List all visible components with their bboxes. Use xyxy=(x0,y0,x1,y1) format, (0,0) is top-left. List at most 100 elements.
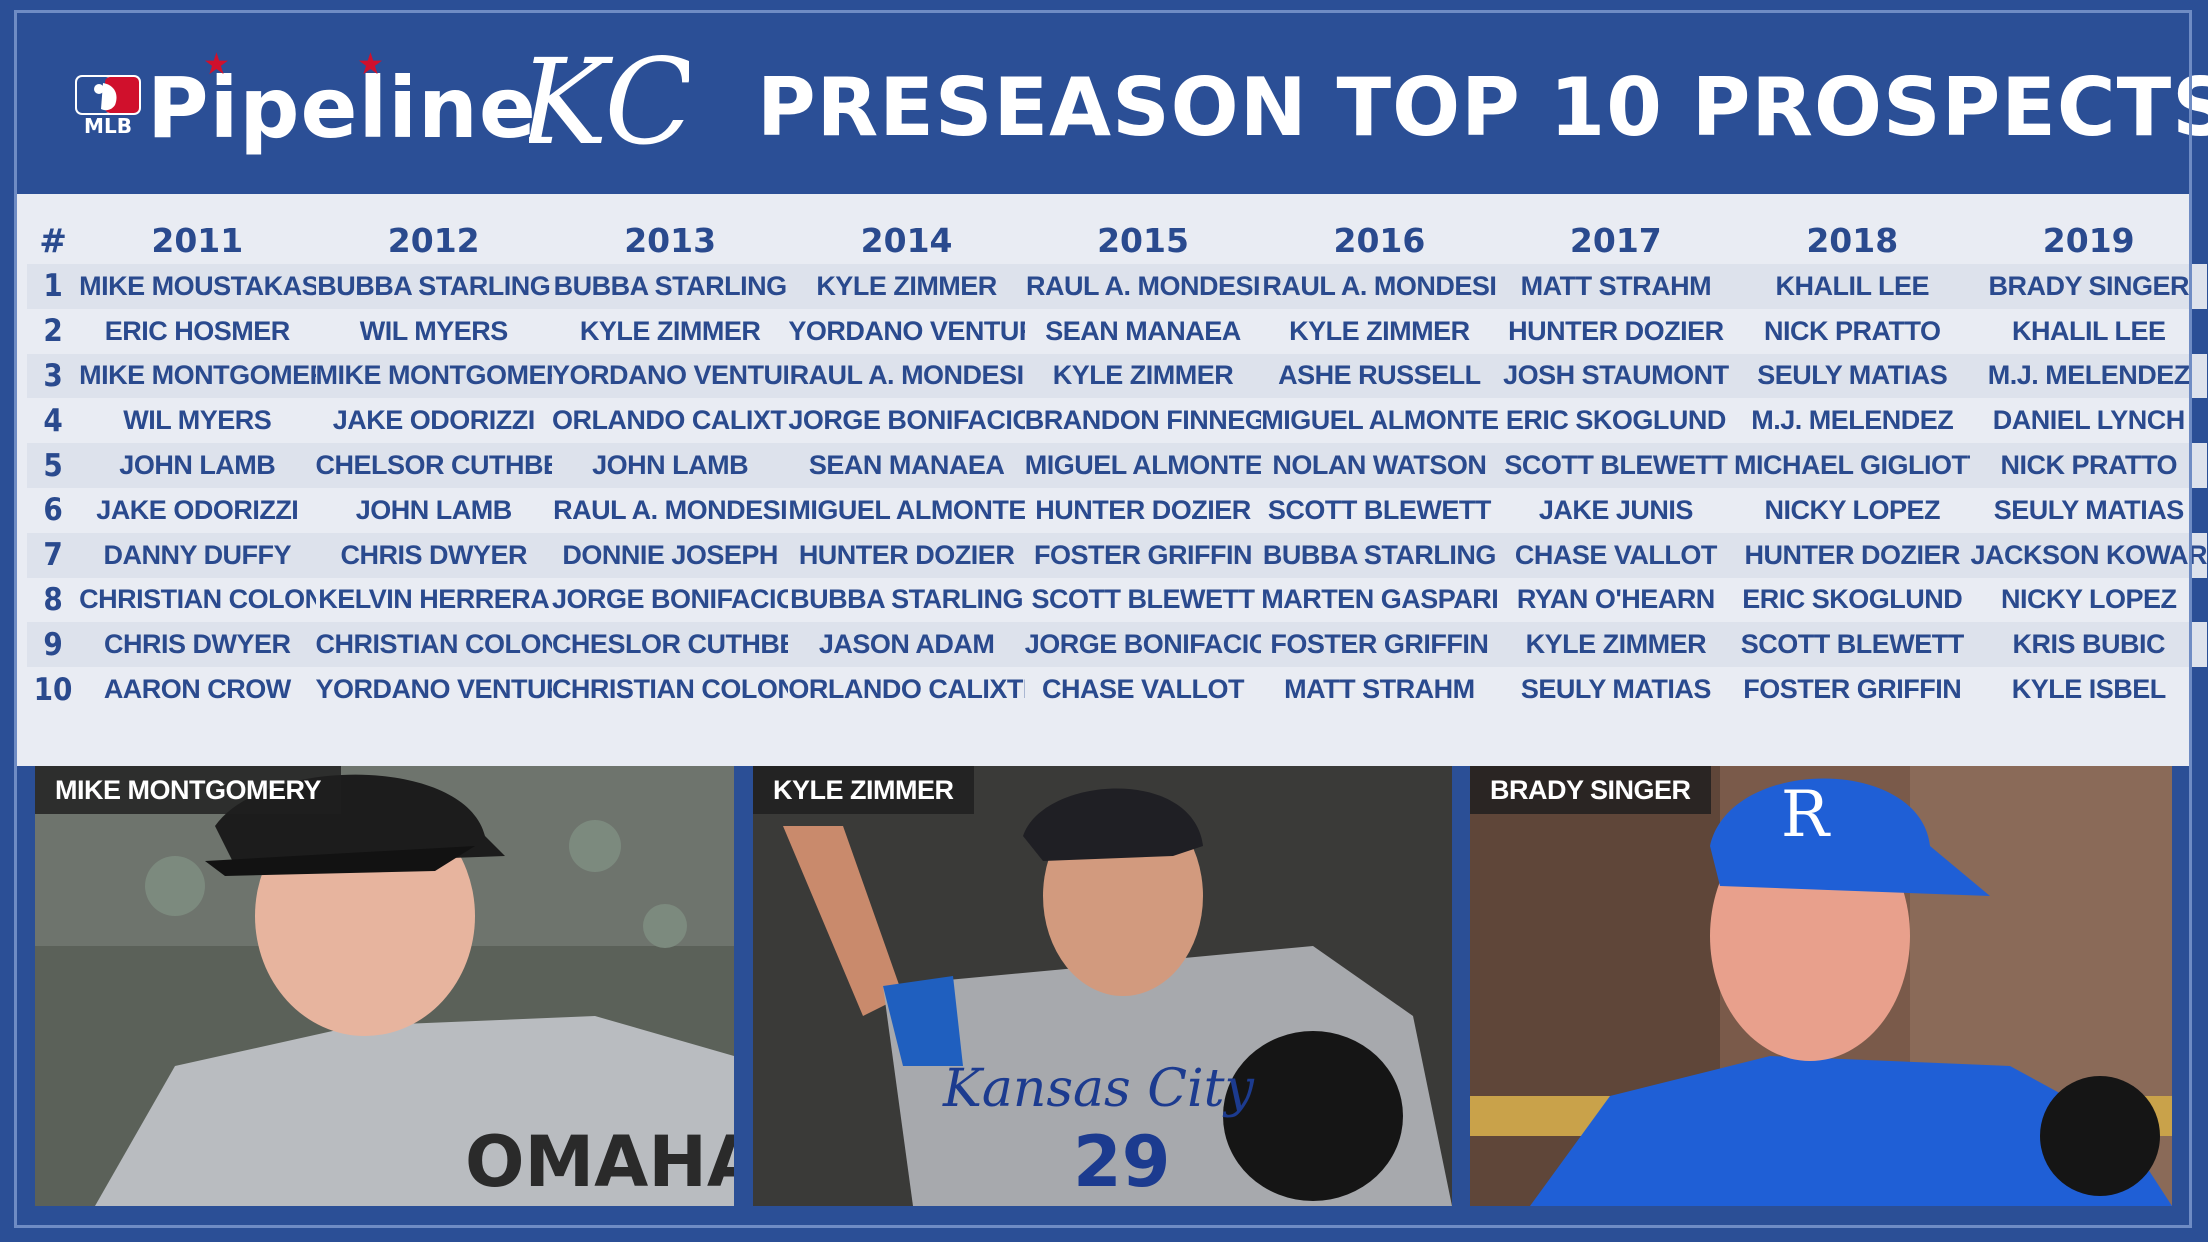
rank-cell: 9 xyxy=(27,622,80,668)
year-column-header: 2016 xyxy=(1333,220,1426,260)
prospect-cell: MARTEN GASPARINI xyxy=(1261,584,1498,615)
prospect-cell: RAUL A. MONDESI xyxy=(553,494,788,525)
player-photo: Kansas City 29 KYLE ZIMMER xyxy=(753,766,1452,1206)
table-row: 1 MIKE MOUSTAKAS BUBBA STARLING BUBBA STARL… xyxy=(27,264,2207,309)
prospect-cell: NICKY LOPEZ xyxy=(1764,494,1941,525)
prospect-cell: FOSTER GRIFFIN xyxy=(1024,532,1262,578)
year-column-header: 2013 xyxy=(624,220,717,260)
prospect-cell: SEULY MATIAS xyxy=(1993,494,2185,525)
prospect-cell: RAUL A. MONDESI xyxy=(788,353,1025,399)
prospect-cell: JOHN LAMB xyxy=(355,494,513,525)
prospect-cell: KYLE ISBEL xyxy=(2011,674,2167,705)
prospects-table: # 2011 2012 2013 2014 2015 2016 2017 201… xyxy=(27,216,2207,712)
year-column-header: 2019 xyxy=(2042,220,2135,260)
photo-caption: MIKE MONTGOMERY xyxy=(35,766,341,814)
star-icon: ★ xyxy=(357,48,384,81)
jersey-number: 29 xyxy=(1073,1121,1170,1203)
jersey-text: OMAHA xyxy=(465,1121,734,1203)
prospect-cell: RAUL A. MONDESI xyxy=(1024,264,1262,309)
prospect-cell: MATT STRAHM xyxy=(1497,264,1735,309)
year-column-header: 2015 xyxy=(1097,220,1189,260)
prospect-cell: BUBBA STARLING xyxy=(551,264,789,309)
prospect-cell: NICK PRATTO xyxy=(1970,443,2207,488)
prospect-cell: JAKE ODORIZZI xyxy=(96,494,299,525)
prospect-cell: MIGUEL ALMONTE xyxy=(1261,405,1498,436)
prospect-cell: CHRISTIAN COLON xyxy=(79,584,316,615)
prospect-cell: M.J. MELENDEZ xyxy=(1970,353,2207,399)
table-row: 4 WIL MYERS JAKE ODORIZZI ORLANDO CALIXTE JO… xyxy=(27,398,2207,443)
prospect-cell: DANNY DUFFY xyxy=(79,532,316,578)
prospect-cell: HUNTER DOZIER xyxy=(1035,494,1251,525)
prospect-cell: KYLE ZIMMER xyxy=(1497,622,1735,668)
prospect-cell: ERIC SKOGLUND xyxy=(1505,405,1727,436)
photo-caption: KYLE ZIMMER xyxy=(753,766,974,814)
table-header-row: # 2011 2012 2013 2014 2015 2016 2017 201… xyxy=(27,216,2207,264)
prospect-cell: BRANDON FINNEGAN xyxy=(1024,405,1261,436)
prospect-cell: SCOTT BLEWETT xyxy=(1031,584,1255,615)
prospect-cell: MIGUEL ALMONTE xyxy=(1024,443,1262,488)
prospects-table-panel: # 2011 2012 2013 2014 2015 2016 2017 201… xyxy=(17,194,2207,766)
kc-logo-text: KC xyxy=(529,33,689,171)
prospect-cell: ASHE RUSSELL xyxy=(1261,353,1498,399)
prospect-cell: BRADY SINGER xyxy=(1970,264,2207,309)
prospect-cell: JOHN LAMB xyxy=(551,443,789,488)
prospect-cell: KHALIL LEE xyxy=(2011,315,2166,346)
prospect-cell: KYLE ZIMMER xyxy=(788,264,1025,309)
prospect-cell: JOSH STAUMONT xyxy=(1497,353,1735,399)
prospect-cell: CHRIS DWYER xyxy=(315,532,552,578)
prospect-cell: KYLE ZIMMER xyxy=(1024,353,1262,399)
prospect-cell: MIGUEL ALMONTE xyxy=(788,494,1025,525)
prospect-cell: MATT STRAHM xyxy=(1284,674,1475,705)
prospect-cell: CHASE VALLOT xyxy=(1041,674,1245,705)
prospect-cell: KELVIN HERRERA xyxy=(318,584,550,615)
rank-cell: 1 xyxy=(27,264,80,309)
table-row: 8 CHRISTIAN COLON KELVIN HERRERA JORGE BONI… xyxy=(27,578,2207,623)
table-row: 2 ERIC HOSMER WIL MYERS KYLE ZIMMER YORDANO … xyxy=(27,309,2207,354)
mlb-small-text: MLB xyxy=(84,114,132,135)
rank-cell: 2 xyxy=(43,313,63,350)
rank-cell: 4 xyxy=(43,402,63,439)
prospect-cell: NICK PRATTO xyxy=(1764,315,1941,346)
prospect-cell: ERIC HOSMER xyxy=(104,315,291,346)
rank-cell: 6 xyxy=(43,492,63,529)
rank-cell: 10 xyxy=(33,671,73,708)
player-photo-image: Kansas City 29 xyxy=(753,766,1452,1206)
prospect-cell: CHRIS DWYER xyxy=(79,622,316,668)
table-row: 6 JAKE ODORIZZI JOHN LAMB RAUL A. MONDESI MI… xyxy=(27,488,2207,533)
prospect-cell: ERIC SKOGLUND xyxy=(1742,584,1963,615)
player-photo-image: R xyxy=(1470,766,2172,1206)
prospect-cell: NICKY LOPEZ xyxy=(2000,584,2177,615)
prospect-cell: HUNTER DOZIER xyxy=(788,532,1025,578)
table-body: 1 MIKE MOUSTAKAS BUBBA STARLING BUBBA STARL… xyxy=(27,264,2207,712)
prospect-cell: FOSTER GRIFFIN xyxy=(1261,622,1498,668)
prospect-cell: ORLANDO CALIXTE xyxy=(551,405,789,436)
year-column-header: 2011 xyxy=(151,220,244,260)
kc-team-logo: KC xyxy=(529,33,689,171)
prospect-cell: ORLANDO CALIXTE xyxy=(788,674,1025,705)
player-photo: OMAHA MIKE MONTGOMERY xyxy=(35,766,734,1206)
prospect-cell: JOHN LAMB xyxy=(79,443,316,488)
player-photo-image: OMAHA xyxy=(35,766,734,1206)
rank-cell: 5 xyxy=(27,443,80,488)
rank-cell: 7 xyxy=(27,532,80,578)
prospect-cell: DONNIE JOSEPH xyxy=(551,532,789,578)
prospect-cell: JORGE BONIFACIO xyxy=(1024,622,1262,668)
prospect-cell: JAKE JUNIS xyxy=(1538,494,1694,525)
prospect-cell: CHASE VALLOT xyxy=(1497,532,1735,578)
prospect-cell: MIKE MONTGOMERY xyxy=(79,353,316,399)
prospect-cell: RAUL A. MONDESI xyxy=(1261,264,1498,309)
year-column-header: 2014 xyxy=(860,220,953,260)
pipeline-wordmark: Pipeline xyxy=(147,59,537,157)
prospect-cell: KYLE ZIMMER xyxy=(579,315,761,346)
prospect-cell: CHRISTIAN COLON xyxy=(315,622,552,668)
player-photo: R BRADY SINGER xyxy=(1470,766,2172,1206)
header-banner: MLB Pipeline ★ ★ KC PRESEASON TOP 10 PRO… xyxy=(17,13,2208,194)
prospect-cell: MICHAEL GIGLIOTTI xyxy=(1734,443,1971,488)
prospect-cell: FOSTER GRIFFIN xyxy=(1743,674,1962,705)
rank-column-header: # xyxy=(39,220,67,260)
rank-cell: 3 xyxy=(27,353,80,399)
prospect-cell: SCOTT BLEWETT xyxy=(1267,494,1491,525)
